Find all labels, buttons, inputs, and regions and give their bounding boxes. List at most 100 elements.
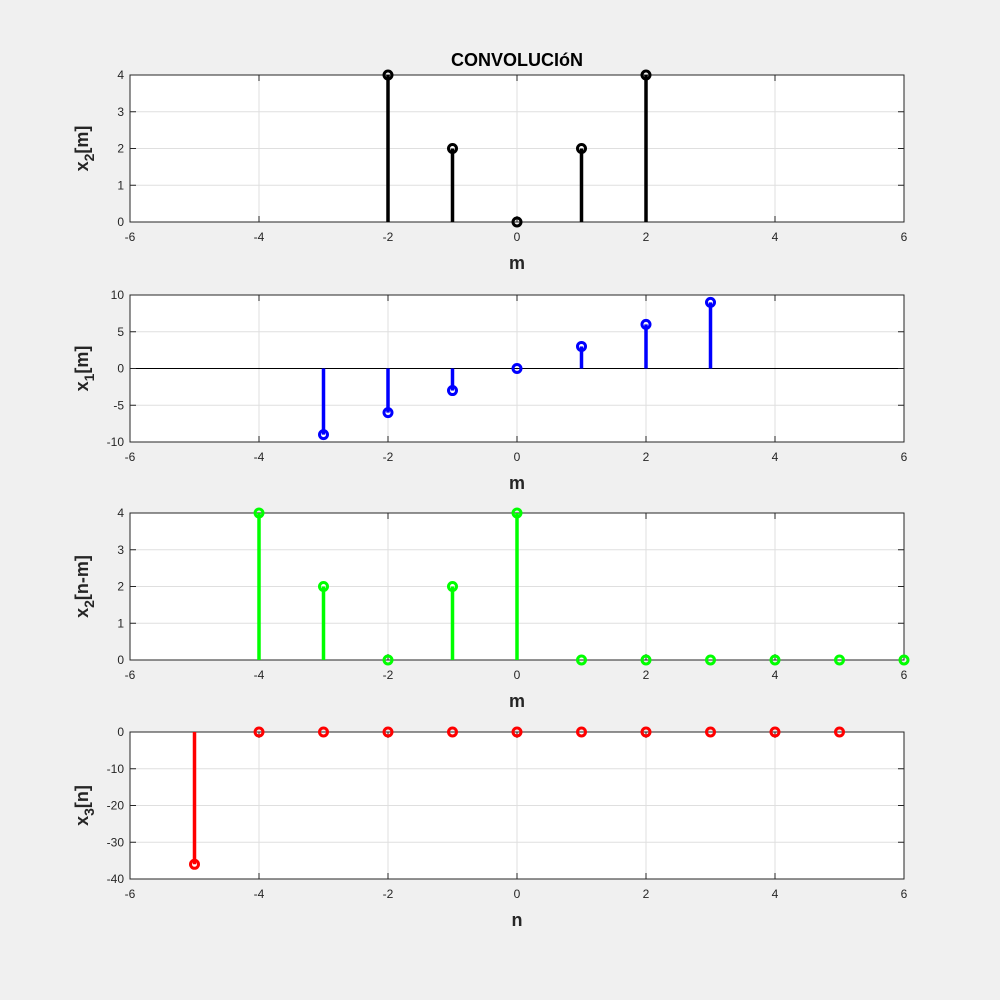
stem-marker: [576, 654, 587, 666]
stem-marker: [189, 858, 200, 870]
stem-marker: [640, 654, 652, 666]
stem-marker: [447, 726, 458, 738]
x-tick-label: -4: [254, 887, 265, 901]
x-tick-label: 4: [772, 887, 779, 901]
stem-marker: [576, 340, 587, 352]
y-label-rest: [n]: [72, 785, 92, 808]
x-tick-label: 0: [514, 230, 521, 244]
x-axis-label: n: [512, 910, 523, 930]
y-tick-label: 1: [117, 178, 124, 192]
y-axis-label: x2[n-m]: [72, 555, 97, 618]
stem-marker: [511, 507, 523, 519]
stem-marker: [447, 385, 458, 397]
y-tick-label: 3: [117, 543, 124, 557]
x-tick-label: -6: [125, 887, 136, 901]
stem-marker: [382, 69, 394, 81]
y-tick-label: 0: [117, 362, 124, 376]
x-tick-label: 6: [901, 668, 908, 682]
y-label-base: x: [72, 608, 92, 618]
x-tick-label: -6: [125, 450, 136, 464]
y-tick-label: -30: [107, 835, 125, 849]
y-label-subscript: 2: [81, 153, 97, 161]
x-tick-label: -2: [383, 668, 394, 682]
y-label-base: x: [72, 161, 92, 171]
y-label-rest: [n-m]: [72, 555, 92, 600]
x-tick-label: 4: [772, 230, 779, 244]
stem-marker: [576, 143, 587, 154]
x-tick-label: 2: [643, 230, 650, 244]
x-tick-label: 0: [514, 887, 521, 901]
y-label-rest: [m]: [72, 346, 92, 374]
stem-marker: [640, 318, 652, 330]
stem-marker: [382, 654, 394, 666]
stem-marker: [834, 654, 845, 666]
stem-marker: [447, 581, 458, 592]
x-tick-label: 6: [901, 887, 908, 901]
x-axis-label: m: [509, 473, 525, 493]
y-label-subscript: 3: [81, 808, 97, 816]
y-tick-label: -10: [107, 762, 125, 776]
y-label-subscript: 1: [81, 373, 97, 381]
stem-marker: [382, 407, 394, 419]
x-tick-label: -4: [254, 230, 265, 244]
stem-marker: [253, 726, 265, 738]
y-tick-label: 10: [111, 288, 125, 302]
subplot-2: -6 -4 -2 0 2 4 6 -10 -5 0 5 10 m x1[m]: [72, 288, 908, 493]
stem-marker: [898, 654, 910, 666]
y-label-rest: [m]: [72, 126, 92, 154]
y-tick-label: 3: [117, 105, 124, 119]
stem-marker: [253, 507, 265, 519]
y-tick-label: 2: [117, 142, 124, 156]
x-tick-label: 4: [772, 668, 779, 682]
y-tick-label: 4: [117, 68, 124, 82]
y-tick-label: -40: [107, 872, 125, 886]
x-tick-label: 2: [643, 450, 650, 464]
x-tick-label: -6: [125, 668, 136, 682]
stem-marker: [769, 654, 781, 666]
x-tick-label: 0: [514, 450, 521, 464]
x-axis-label: m: [509, 691, 525, 711]
stem-marker: [640, 726, 652, 738]
y-tick-label: -20: [107, 799, 125, 813]
x-tick-label: 6: [901, 450, 908, 464]
y-tick-label: 4: [117, 506, 124, 520]
y-axis-label: x2[m]: [72, 126, 97, 172]
stem-marker: [318, 726, 329, 738]
y-tick-label: 1: [117, 616, 124, 630]
stem-marker: [447, 143, 458, 154]
y-tick-label: 5: [117, 325, 124, 339]
stem-marker: [769, 726, 781, 738]
y-tick-label: -5: [113, 398, 124, 412]
y-tick-label: 0: [117, 725, 124, 739]
x-tick-label: 2: [643, 668, 650, 682]
x-tick-label: 0: [514, 668, 521, 682]
stem-marker: [511, 216, 523, 228]
stem-marker: [705, 654, 716, 666]
x-tick-label: -2: [383, 450, 394, 464]
x-axis-label: m: [509, 253, 525, 273]
x-tick-label: -4: [254, 668, 265, 682]
stem-marker: [705, 726, 716, 738]
x-tick-label: -6: [125, 230, 136, 244]
x-tick-label: 2: [643, 887, 650, 901]
x-tick-label: 4: [772, 450, 779, 464]
y-tick-label: -10: [107, 435, 125, 449]
stem-marker: [382, 726, 394, 738]
x-tick-label: -2: [383, 887, 394, 901]
stem-marker: [511, 726, 523, 738]
y-label-base: x: [72, 816, 92, 826]
stem-marker: [576, 726, 587, 738]
y-tick-label: 2: [117, 580, 124, 594]
stem-marker: [834, 726, 845, 738]
stem-marker: [705, 296, 716, 308]
y-axis-label: x1[m]: [72, 346, 97, 392]
x-tick-label: -4: [254, 450, 265, 464]
y-label-subscript: 2: [81, 600, 97, 608]
x-tick-label: 6: [901, 230, 908, 244]
y-tick-label: 0: [117, 653, 124, 667]
